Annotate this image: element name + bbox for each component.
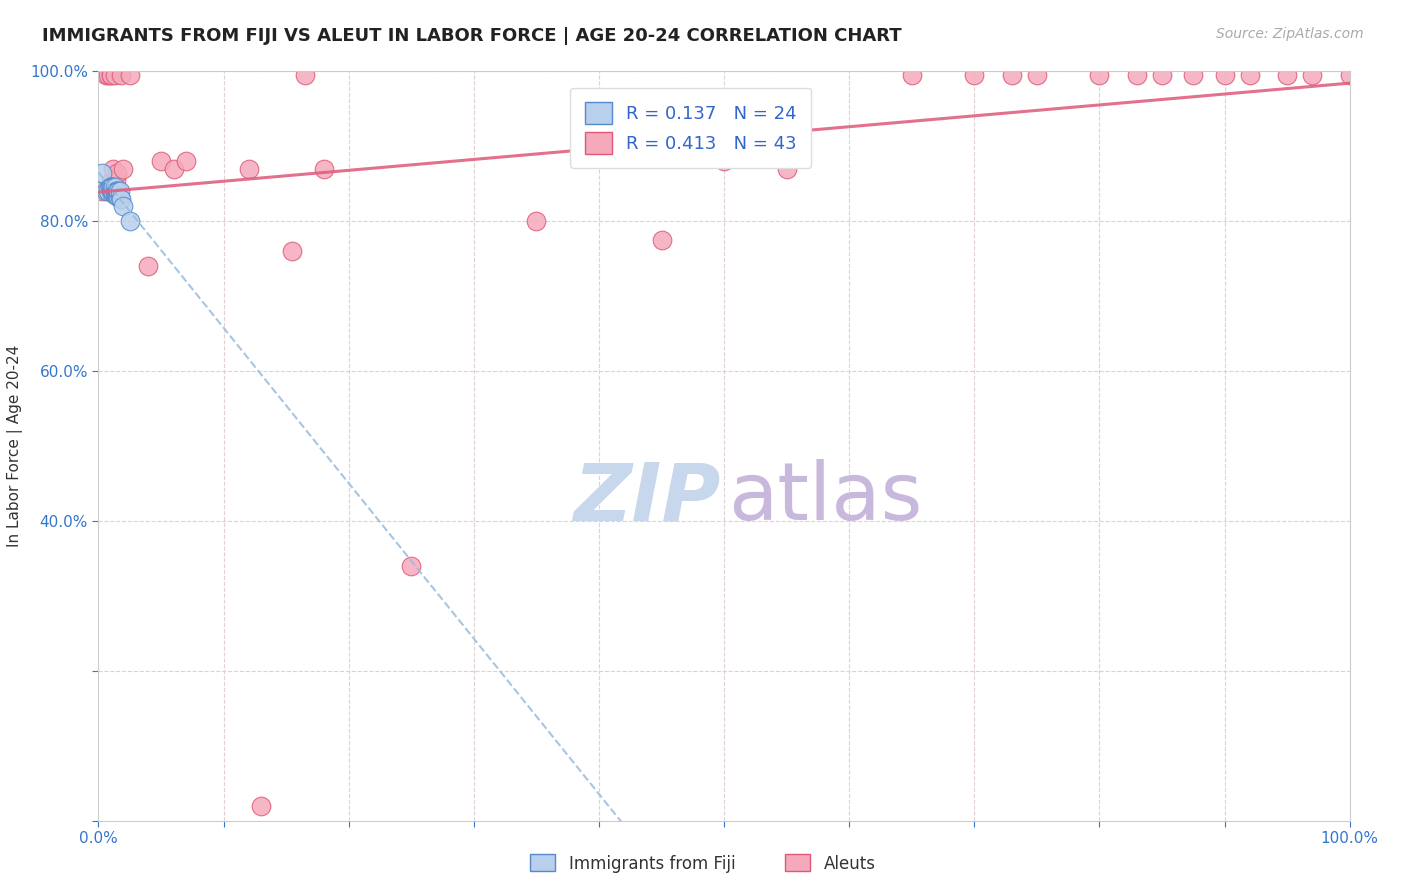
Point xyxy=(101,180,124,194)
Point xyxy=(112,161,135,176)
Point xyxy=(103,161,125,176)
Point xyxy=(97,184,120,198)
Legend: Immigrants from Fiji, Aleuts: Immigrants from Fiji, Aleuts xyxy=(523,847,883,880)
Point xyxy=(900,68,922,82)
Point xyxy=(103,186,125,200)
Text: ZIP: ZIP xyxy=(574,459,720,538)
Point xyxy=(1150,68,1173,82)
Point xyxy=(104,188,127,202)
Point xyxy=(105,184,128,198)
Point xyxy=(104,180,127,194)
Point xyxy=(1213,68,1236,82)
Point xyxy=(104,173,127,187)
Point xyxy=(118,214,141,228)
Point xyxy=(963,68,986,82)
Point xyxy=(97,68,120,82)
Point xyxy=(112,199,135,213)
Point xyxy=(104,188,127,202)
Point xyxy=(104,68,127,82)
Text: IMMIGRANTS FROM FIJI VS ALEUT IN LABOR FORCE | AGE 20-24 CORRELATION CHART: IMMIGRANTS FROM FIJI VS ALEUT IN LABOR F… xyxy=(42,27,901,45)
Text: Source: ZipAtlas.com: Source: ZipAtlas.com xyxy=(1216,27,1364,41)
Point xyxy=(94,184,117,198)
Point xyxy=(281,244,304,259)
Point xyxy=(524,214,547,228)
Point xyxy=(1088,68,1111,82)
Point xyxy=(1301,68,1323,82)
Point xyxy=(91,184,114,198)
Point xyxy=(776,161,799,176)
Point xyxy=(101,184,124,198)
Point xyxy=(238,161,260,176)
Legend: R = 0.137   N = 24, R = 0.413   N = 43: R = 0.137 N = 24, R = 0.413 N = 43 xyxy=(571,88,811,168)
Point xyxy=(98,180,121,194)
Point xyxy=(100,68,122,82)
Text: atlas: atlas xyxy=(728,459,922,538)
Point xyxy=(105,165,128,179)
Point xyxy=(1001,68,1024,82)
Point xyxy=(100,180,122,194)
Point xyxy=(91,165,114,179)
Point xyxy=(118,68,141,82)
Point xyxy=(138,259,160,273)
Y-axis label: In Labor Force | Age 20-24: In Labor Force | Age 20-24 xyxy=(7,345,22,547)
Point xyxy=(107,184,129,198)
Point xyxy=(101,173,124,187)
Point xyxy=(98,177,121,191)
Point xyxy=(107,184,129,198)
Point xyxy=(174,154,197,169)
Point xyxy=(104,184,127,198)
Point xyxy=(650,233,672,247)
Point xyxy=(108,190,131,204)
Point xyxy=(150,154,173,169)
Point xyxy=(312,161,335,176)
Point xyxy=(110,192,132,206)
Point xyxy=(105,188,128,202)
Point xyxy=(1126,68,1149,82)
Point xyxy=(104,184,127,198)
Point xyxy=(294,68,316,82)
Point xyxy=(250,798,273,813)
Point xyxy=(94,68,117,82)
Point xyxy=(1239,68,1261,82)
Point xyxy=(100,184,122,198)
Point xyxy=(1339,68,1361,82)
Point xyxy=(1182,68,1205,82)
Point xyxy=(100,68,122,82)
Point xyxy=(1026,68,1049,82)
Point xyxy=(107,190,129,204)
Point xyxy=(108,184,131,198)
Point xyxy=(104,184,127,198)
Point xyxy=(103,180,125,194)
Point xyxy=(713,154,735,169)
Point xyxy=(110,68,132,82)
Point xyxy=(401,558,423,573)
Point xyxy=(1277,68,1299,82)
Point xyxy=(162,161,184,176)
